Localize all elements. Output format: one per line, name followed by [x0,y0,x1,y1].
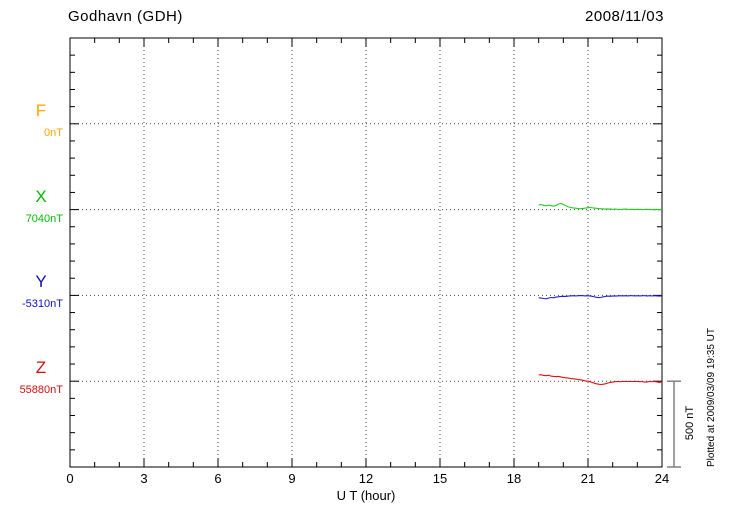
scalebar-label: 500 nT [684,405,696,441]
component-baseline-X: 7040nT [25,212,63,225]
trace-X [538,202,663,211]
x-tick-label-21: 21 [580,471,596,486]
x-tick-label-0: 0 [66,471,74,486]
x-axis-label: U T (hour) [336,488,396,503]
x-tick-label-12: 12 [358,471,374,486]
component-baseline-Z: 55880nT [19,384,63,397]
trace-Y [538,295,663,300]
x-tick-label-18: 18 [506,471,522,486]
x-tick-label-6: 6 [214,471,222,486]
component-baseline-Y: -5310nT [22,298,63,311]
plot-border [69,37,663,468]
observation-date: 2008/11/03 [585,8,664,25]
x-tick-label-15: 15 [432,471,448,486]
component-letter-Z: Z [35,358,47,378]
component-baseline-F: 0nT [44,126,63,139]
plotted-at-note: Plotted at 2009/03/09 19:35 UT [706,328,717,467]
trace-Z [538,374,663,386]
x-tick-label-9: 9 [288,471,296,486]
component-letter-F: F [35,100,47,120]
x-tick-label-3: 3 [140,471,148,486]
component-letter-X: X [35,186,47,206]
x-tick-label-24: 24 [654,471,670,486]
component-letter-Y: Y [35,272,47,292]
station-title: Godhavn (GDH) [68,8,183,25]
